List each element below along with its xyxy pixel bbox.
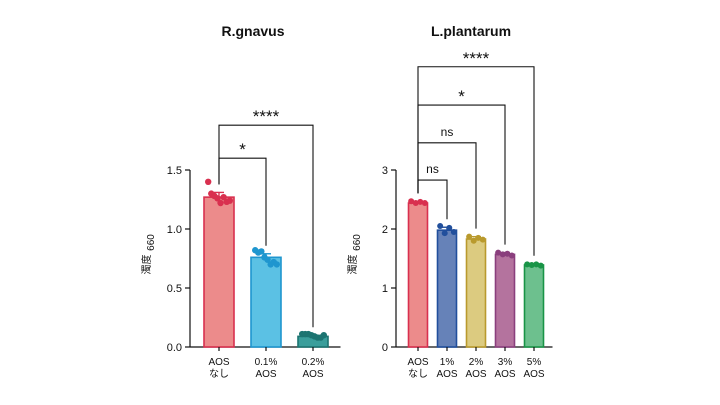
x-tick-label: AOS bbox=[208, 357, 229, 368]
y-tick-label: 1.0 bbox=[167, 224, 182, 236]
y-axis-label-text: 濁度 bbox=[140, 255, 153, 275]
x-tick-label: 5% bbox=[527, 357, 542, 368]
significance-label: * bbox=[458, 87, 465, 106]
data-point bbox=[214, 195, 221, 202]
data-point bbox=[441, 230, 448, 237]
significance-bracket bbox=[417, 66, 535, 256]
x-tick-label-line2: なし bbox=[408, 368, 428, 380]
data-point bbox=[264, 256, 271, 263]
y-axis-label-subscript: 660 bbox=[146, 234, 157, 251]
chart-panel-0: R.gnavus0.00.51.01.5濁度660AOSなし0.1%AOS0.2… bbox=[140, 23, 341, 380]
y-tick-label: 0.0 bbox=[167, 342, 182, 354]
data-point bbox=[508, 252, 515, 259]
data-point bbox=[273, 261, 280, 268]
data-point bbox=[217, 199, 224, 207]
y-tick-label: 0 bbox=[382, 342, 388, 354]
data-point bbox=[220, 193, 227, 201]
significance-label: ns bbox=[426, 162, 439, 176]
data-point bbox=[475, 234, 482, 241]
x-tick-label-line2: AOS bbox=[436, 369, 457, 380]
bar bbox=[436, 229, 458, 348]
y-axis-label-subscript: 660 bbox=[352, 234, 363, 251]
x-tick-label: AOS bbox=[407, 357, 428, 368]
y-tick-label: 0.5 bbox=[167, 283, 182, 295]
chart-panel-1: L.plantarum0123濁度660AOSなし1%AOS2%AOS3%AOS… bbox=[346, 23, 553, 380]
x-tick-label: 2% bbox=[469, 357, 484, 368]
y-tick-label: 3 bbox=[382, 165, 388, 177]
data-point bbox=[450, 228, 457, 235]
y-tick-label: 1.5 bbox=[167, 165, 182, 177]
data-point bbox=[537, 262, 544, 269]
data-point bbox=[499, 251, 506, 258]
significance-label: ns bbox=[441, 125, 454, 139]
data-point bbox=[258, 248, 265, 255]
x-tick-label-line2: AOS bbox=[494, 369, 515, 380]
bar bbox=[250, 256, 282, 348]
y-axis-label-text: 濁度 bbox=[346, 255, 359, 275]
x-tick-label-line2: AOS bbox=[255, 369, 276, 380]
data-point bbox=[504, 250, 511, 257]
x-tick-label-line2: なし bbox=[209, 368, 229, 380]
significance-label: **** bbox=[253, 107, 280, 126]
y-axis-label: 濁度 660 bbox=[346, 234, 363, 275]
significance-label: **** bbox=[463, 49, 490, 68]
data-point bbox=[421, 200, 428, 207]
data-point bbox=[466, 233, 473, 240]
data-point bbox=[470, 237, 477, 244]
x-tick-label-line2: AOS bbox=[465, 369, 486, 380]
y-tick-label: 1 bbox=[382, 283, 388, 295]
bar bbox=[407, 202, 429, 348]
significance-bracket bbox=[218, 124, 314, 328]
bar bbox=[523, 264, 545, 348]
data-point bbox=[437, 223, 444, 230]
x-tick-label: 0.2% bbox=[302, 357, 325, 368]
x-tick-label: 3% bbox=[498, 357, 513, 368]
data-point bbox=[446, 224, 453, 231]
data-point bbox=[533, 261, 540, 268]
x-tick-label: 1% bbox=[440, 357, 455, 368]
data-point bbox=[205, 178, 212, 185]
data-point bbox=[412, 200, 419, 207]
chart-title: L.plantarum bbox=[431, 23, 511, 39]
x-tick-label: 0.1% bbox=[255, 357, 278, 368]
data-point bbox=[528, 261, 535, 268]
chart-title: R.gnavus bbox=[221, 23, 284, 39]
significance-label: * bbox=[239, 140, 246, 159]
data-point bbox=[320, 332, 327, 339]
y-tick-label: 2 bbox=[382, 224, 388, 236]
bar bbox=[465, 238, 487, 348]
data-point bbox=[226, 197, 233, 204]
x-tick-label-line2: AOS bbox=[302, 369, 323, 380]
y-axis-label: 濁度 660 bbox=[140, 234, 157, 275]
data-point bbox=[495, 249, 502, 256]
data-point bbox=[524, 261, 531, 268]
data-point bbox=[417, 198, 424, 205]
bar bbox=[494, 253, 516, 348]
x-tick-label-line2: AOS bbox=[523, 369, 544, 380]
data-point bbox=[408, 198, 415, 205]
data-point bbox=[479, 236, 486, 243]
bar bbox=[203, 196, 235, 348]
